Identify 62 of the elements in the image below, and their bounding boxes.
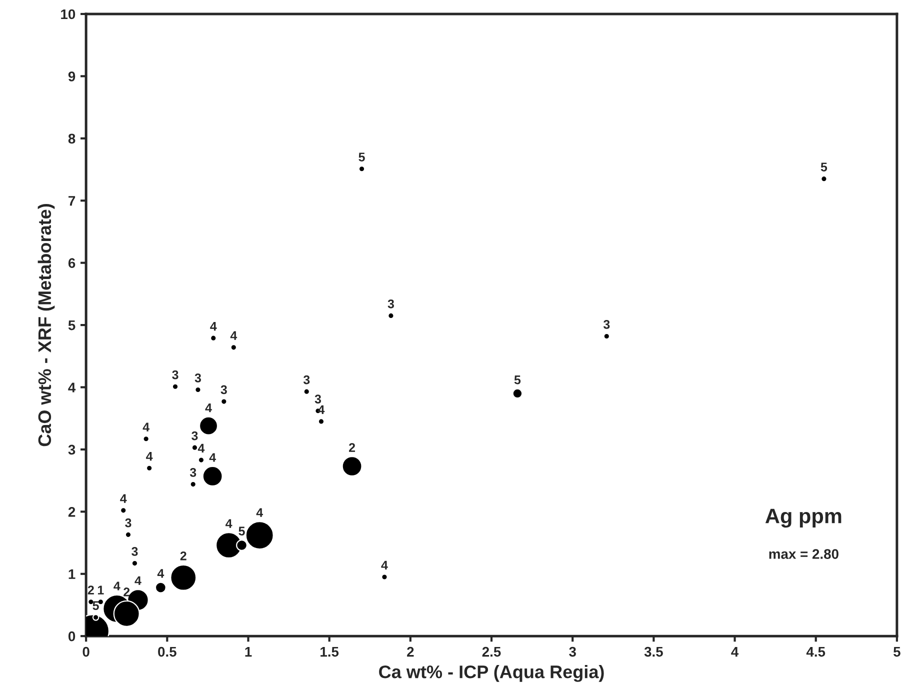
y-axis-title: CaO wt% - XRF (Metaborate): [38, 204, 55, 446]
annotation: 3: [314, 394, 322, 404]
annotation: 3: [125, 518, 132, 528]
annotation: 4: [198, 444, 205, 453]
annotation: 4: [318, 405, 325, 414]
annotation: 3: [192, 431, 198, 440]
annotation: 4: [230, 331, 238, 340]
y-tick-label: 3: [68, 444, 76, 455]
x-tick-label: 1.5: [320, 647, 339, 657]
x-tick-label: 4: [731, 647, 739, 657]
annotation: 4: [256, 508, 264, 517]
annotation: 2: [180, 551, 186, 560]
annotation: 2: [88, 586, 94, 594]
annotation: 4: [157, 569, 164, 578]
x-tick-label: 2: [407, 646, 414, 657]
annotation: 3: [132, 547, 138, 556]
annotation: 2: [348, 443, 356, 452]
y-tick-label: 9: [68, 72, 76, 82]
annotation: 3: [190, 468, 196, 477]
y-tick-label: 7: [68, 196, 76, 206]
annotation: 4: [381, 560, 388, 570]
x-tick-label: 3: [569, 646, 576, 657]
y-tick-label: 5: [68, 320, 76, 330]
x-tick-label: 0: [82, 646, 90, 657]
annotation: 5: [820, 162, 828, 172]
x-tick-label: 3.5: [644, 646, 663, 657]
annotation: 4: [146, 452, 153, 461]
annotation: 4: [225, 519, 232, 528]
annotation: 4: [120, 494, 127, 503]
y-tick-label: 6: [68, 258, 76, 268]
annotation: 3: [603, 320, 610, 329]
x-axis-title: Ca wt% - ICP (Aqua Regia): [379, 665, 604, 682]
annotation: 5: [92, 601, 99, 610]
annotation: 3: [172, 370, 178, 380]
y-tick-label: 0: [68, 631, 76, 642]
annotation: 2: [124, 588, 130, 596]
annotation: 3: [220, 385, 227, 394]
x-tick-label: 4.5: [806, 647, 826, 657]
x-tick-label: 1: [245, 647, 252, 657]
annotation: 4: [134, 576, 142, 585]
annotation: 1: [98, 586, 104, 594]
annotation: 3: [194, 373, 201, 382]
annotation: 5: [514, 376, 521, 384]
x-tick-label: 5: [894, 647, 900, 657]
y-tick-label: 10: [61, 9, 76, 20]
x-tick-label: 0.5: [158, 646, 176, 657]
y-tick-label: 8: [68, 134, 76, 144]
annotation: 5: [238, 526, 245, 536]
annotation: 4: [209, 453, 216, 462]
y-tick-label: 2: [68, 507, 76, 517]
annotation: Ag ppm: [765, 508, 842, 528]
annotation: max = 2.80: [769, 549, 838, 559]
annotation: 3: [388, 299, 394, 308]
annotation: 4: [210, 322, 217, 331]
annotation: 4: [142, 422, 150, 432]
annotation: 4: [114, 582, 120, 590]
y-tick-label: 4: [68, 382, 76, 392]
annotation: 4: [205, 404, 212, 412]
x-tick-label: 2.5: [482, 646, 501, 657]
y-tick-label: 1: [68, 569, 76, 579]
annotation: 3: [303, 375, 310, 384]
annotation: 5: [358, 152, 365, 162]
